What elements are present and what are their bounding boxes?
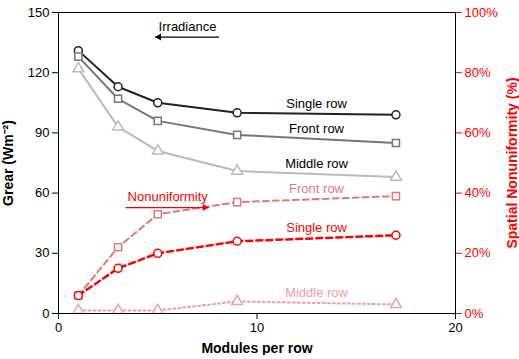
svg-text:90: 90 [35, 125, 49, 140]
svg-text:Irradiance: Irradiance [159, 19, 217, 34]
svg-text:Front row: Front row [289, 181, 345, 196]
svg-text:Middle row: Middle row [285, 285, 348, 300]
svg-text:40%: 40% [465, 185, 491, 200]
svg-text:20: 20 [448, 320, 462, 335]
svg-text:Middle row: Middle row [285, 156, 348, 171]
svg-text:120: 120 [28, 65, 50, 80]
svg-text:Single row: Single row [286, 96, 347, 111]
svg-text:Grear (Wm⁻²): Grear (Wm⁻²) [0, 120, 16, 206]
svg-text:80%: 80% [465, 65, 491, 80]
svg-text:0: 0 [42, 306, 49, 321]
svg-text:Nonuniformity: Nonuniformity [128, 189, 209, 204]
svg-text:0: 0 [55, 320, 62, 335]
svg-text:20%: 20% [465, 245, 491, 260]
svg-text:0%: 0% [465, 306, 484, 321]
svg-text:Spatial Nonuniformity (%): Spatial Nonuniformity (%) [504, 77, 519, 248]
svg-text:60: 60 [35, 185, 49, 200]
svg-text:60%: 60% [465, 125, 491, 140]
svg-text:Modules per row: Modules per row [201, 340, 312, 356]
svg-text:Single row: Single row [286, 220, 347, 235]
svg-text:10: 10 [250, 320, 264, 335]
svg-text:150: 150 [28, 5, 50, 20]
svg-text:Front row: Front row [289, 121, 345, 136]
svg-text:30: 30 [35, 245, 49, 260]
svg-text:100%: 100% [465, 5, 499, 20]
